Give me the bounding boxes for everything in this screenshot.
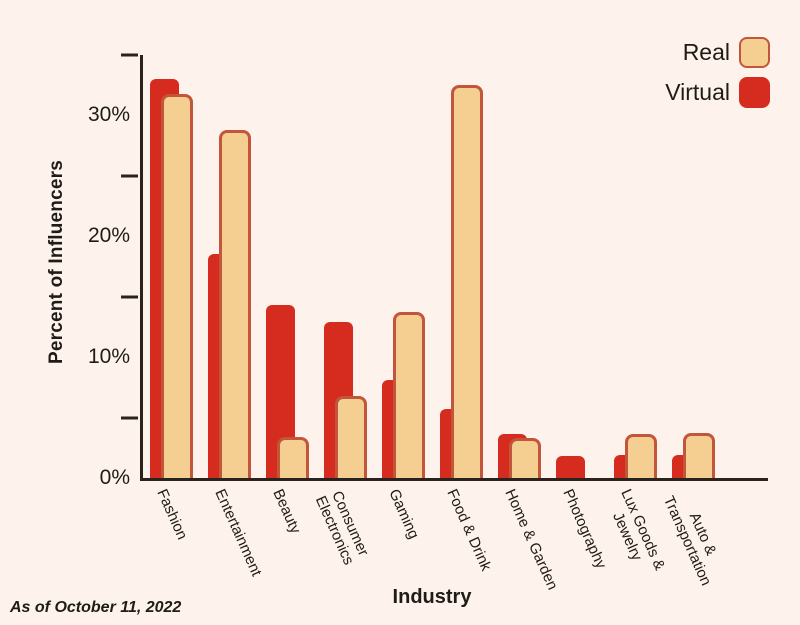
as-of-date-note: As of October 11, 2022 xyxy=(10,599,182,616)
x-category-label-auto-transportation: Auto & Transportation xyxy=(660,493,720,589)
y-minor-tick-35 xyxy=(121,53,138,57)
x-category-label-food-drink: Food & Drink xyxy=(443,486,495,574)
legend-label-virtual: Virtual xyxy=(665,79,730,105)
y-tick-label-20: 20% xyxy=(87,224,130,248)
x-category-label-home-garden: Home & Garden xyxy=(501,486,561,593)
bar-real-lux-goods-jewelry xyxy=(625,434,657,478)
x-category-label-lux-goods-jewelry: Lux Goods & Jewelry xyxy=(609,486,669,573)
y-minor-tick-15 xyxy=(121,295,138,299)
plot-area xyxy=(140,55,768,481)
y-tick-label-10: 10% xyxy=(87,345,130,369)
bar-real-food-drink xyxy=(451,85,483,478)
y-axis-title: Percent of Influencers xyxy=(46,160,67,364)
bar-real-beauty xyxy=(277,437,309,478)
x-category-label-consumer-electronics: Consumer Electronics xyxy=(312,488,372,568)
x-axis-title: Industry xyxy=(392,586,472,608)
bar-real-consumer-electronics xyxy=(335,396,367,478)
bar-real-fashion xyxy=(161,94,193,478)
x-category-label-gaming: Gaming xyxy=(385,486,423,542)
legend-item-real: Real xyxy=(665,37,770,68)
x-category-label-fashion: Fashion xyxy=(153,486,191,543)
y-tick-label-30: 30% xyxy=(87,103,130,127)
legend-label-real: Real xyxy=(682,39,730,65)
bar-real-home-garden xyxy=(509,438,541,478)
x-category-label-entertainment: Entertainment xyxy=(211,486,265,579)
y-minor-tick-25 xyxy=(121,174,138,178)
bar-real-gaming xyxy=(393,312,425,478)
bar-virtual-photography xyxy=(556,456,585,478)
legend: Real Virtual xyxy=(665,37,770,117)
bar-real-auto-transportation xyxy=(683,433,715,478)
x-category-label-beauty: Beauty xyxy=(269,486,304,537)
legend-swatch-real xyxy=(739,37,770,68)
y-minor-tick-5 xyxy=(121,416,138,420)
bar-real-entertainment xyxy=(219,130,251,478)
y-tick-label-0: 0% xyxy=(99,466,130,489)
legend-item-virtual: Virtual xyxy=(665,77,770,108)
legend-swatch-virtual xyxy=(739,77,770,108)
